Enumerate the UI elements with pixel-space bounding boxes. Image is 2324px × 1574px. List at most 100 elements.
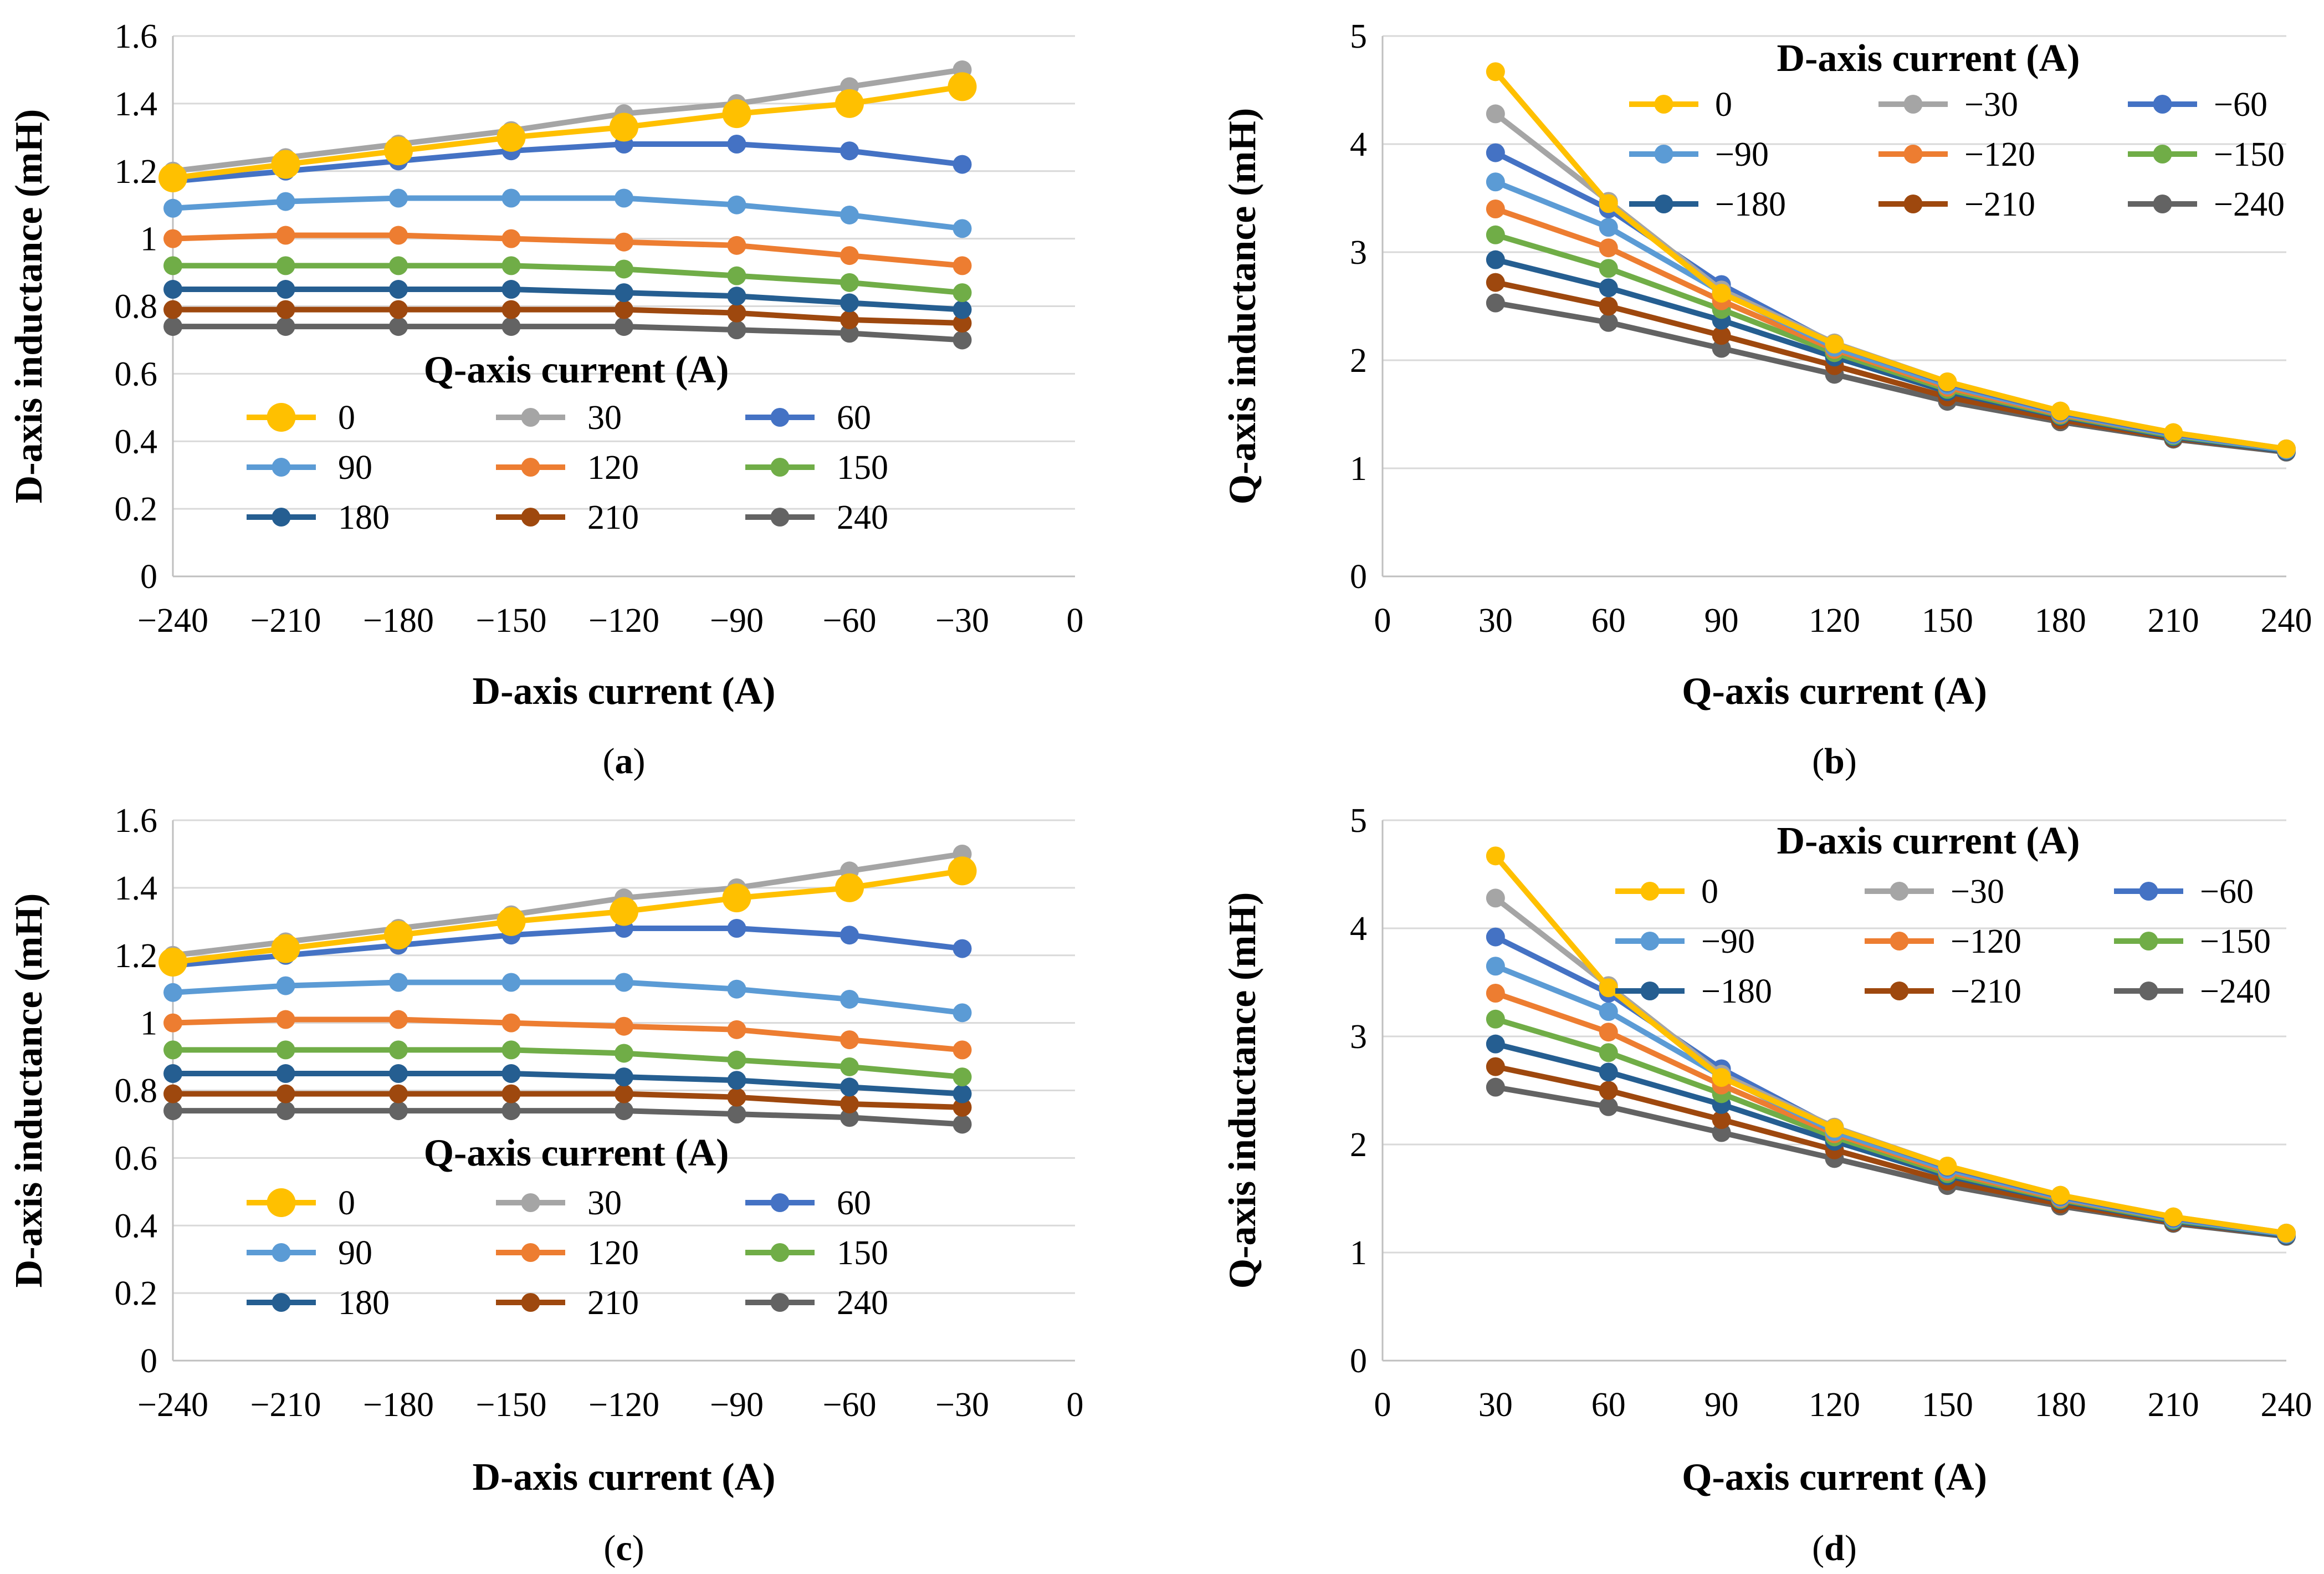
x-tick-label: −240 xyxy=(137,1386,208,1424)
legend-swatch-marker xyxy=(2153,195,2172,213)
data-point xyxy=(2164,423,2183,442)
x-tick-label: −30 xyxy=(935,1386,989,1424)
series-line xyxy=(170,306,965,326)
legend-label: 90 xyxy=(338,449,372,487)
legend-swatch-marker xyxy=(521,1193,540,1212)
x-tick-label: −180 xyxy=(363,602,434,640)
series-0 xyxy=(1486,846,2296,1243)
data-point xyxy=(1712,326,1731,345)
data-point xyxy=(615,973,633,992)
data-point xyxy=(840,1108,859,1127)
series-90 xyxy=(163,973,972,1023)
legend-swatch-marker xyxy=(1640,932,1660,950)
panel-label-letter: d xyxy=(1824,1528,1845,1568)
data-point xyxy=(840,324,859,343)
y-tick-label: 1 xyxy=(140,1005,157,1042)
legend: Q-axis current (A) 0 30 60 90 120 150 180 210 240 xyxy=(247,349,888,536)
legend-swatch-marker xyxy=(770,1243,790,1262)
legend-label: −30 xyxy=(1951,873,2004,911)
y-axis-title: D-axis inductance (mH) xyxy=(8,109,50,504)
legend-swatch-marker xyxy=(272,458,291,477)
legend-swatch-marker xyxy=(770,458,790,477)
y-tick-label: 0 xyxy=(140,1342,157,1380)
legend-label: 180 xyxy=(338,499,390,536)
data-point xyxy=(1486,984,1505,1003)
data-point xyxy=(615,188,633,208)
x-tick-label: 30 xyxy=(1478,1386,1513,1424)
legend-swatch-marker xyxy=(521,458,540,477)
legend-swatch-marker xyxy=(2153,145,2172,163)
data-point xyxy=(1599,1097,1618,1116)
legend-title: D-axis current (A) xyxy=(1777,37,2080,80)
data-point xyxy=(953,1097,972,1117)
legend-item: 0 xyxy=(1615,873,1718,911)
y-tick-label: 1.4 xyxy=(115,85,158,123)
data-point xyxy=(615,300,633,319)
data-point xyxy=(1825,1118,1844,1138)
x-tick-label: 120 xyxy=(1809,1386,1860,1424)
legend-swatch-marker xyxy=(272,508,291,527)
series-line xyxy=(170,979,965,1016)
x-tick-label: −60 xyxy=(823,602,877,640)
chart-panel-d: 0 1 2 3 4 5 0 30 60 90 120 150 180 210 240 Q-axis curre… xyxy=(1221,802,2312,1568)
data-point xyxy=(276,192,295,211)
y-tick-label: 0.4 xyxy=(115,1207,158,1245)
data-point xyxy=(501,300,521,319)
data-point xyxy=(1938,372,1957,391)
data-point xyxy=(1599,259,1618,278)
data-point xyxy=(389,1010,408,1029)
data-point xyxy=(727,979,746,999)
data-point xyxy=(2051,401,2070,421)
data-point xyxy=(1486,957,1505,976)
legend-label: 30 xyxy=(587,1184,622,1222)
legend-swatch-marker xyxy=(770,1193,790,1212)
y-tick-label: 1 xyxy=(1350,450,1367,488)
legend-item: −240 xyxy=(2114,973,2271,1010)
data-point xyxy=(389,300,408,319)
data-point xyxy=(1486,1057,1505,1076)
y-axis-title: D-axis inductance (mH) xyxy=(8,893,50,1288)
data-point xyxy=(1486,293,1505,313)
chart-panel-c: 0 0.2 0.4 0.6 0.8 1 1.2 1.4 1.6 −240 −210 −180 −150 −… xyxy=(8,802,1084,1568)
legend-label: −150 xyxy=(2214,136,2285,173)
data-point xyxy=(1486,200,1505,218)
legend-item: −90 xyxy=(1629,136,1769,173)
series-120 xyxy=(163,1010,972,1060)
x-axis-title: Q-axis current (A) xyxy=(1682,670,1987,713)
data-point xyxy=(727,1071,746,1090)
data-point xyxy=(1825,334,1844,354)
legend-swatch-marker xyxy=(1903,145,1923,163)
data-point xyxy=(1938,1157,1957,1176)
data-point xyxy=(1599,218,1618,237)
x-tick-label: 90 xyxy=(1704,1386,1739,1424)
legend-swatch-marker xyxy=(1654,95,1673,114)
data-point xyxy=(163,229,182,248)
legend-label: −120 xyxy=(1964,136,2035,173)
x-tick-label: −60 xyxy=(823,1386,877,1424)
series-180 xyxy=(163,1064,972,1103)
data-point xyxy=(948,856,977,886)
series-line xyxy=(170,141,965,185)
y-tick-label: 0.8 xyxy=(115,288,158,326)
legend-item: −60 xyxy=(2114,873,2254,911)
x-tick-label: 150 xyxy=(1922,1386,1973,1424)
x-axis-title: D-axis current (A) xyxy=(473,1456,776,1499)
data-point xyxy=(835,873,864,902)
data-point xyxy=(389,317,408,336)
x-tick-label: −90 xyxy=(710,1386,764,1424)
data-point xyxy=(953,155,972,174)
legend-item: −150 xyxy=(2114,923,2271,960)
legend-label: 120 xyxy=(587,449,639,487)
legend-label: 30 xyxy=(587,399,622,437)
data-point xyxy=(276,280,295,299)
data-point xyxy=(1486,172,1505,192)
data-point xyxy=(615,1084,633,1103)
legend-item: −210 xyxy=(1865,973,2021,1010)
legend-label: −60 xyxy=(2200,873,2254,911)
data-point xyxy=(610,113,638,142)
data-point xyxy=(948,72,977,101)
legend-swatch-marker xyxy=(1654,145,1673,163)
legend-swatch-marker xyxy=(1903,195,1923,213)
chart-panel-a: 0 0.2 0.4 0.6 0.8 1 1.2 1.4 1.6 −240 −210 −180 −150 −… xyxy=(8,18,1084,781)
data-point xyxy=(1486,273,1505,292)
